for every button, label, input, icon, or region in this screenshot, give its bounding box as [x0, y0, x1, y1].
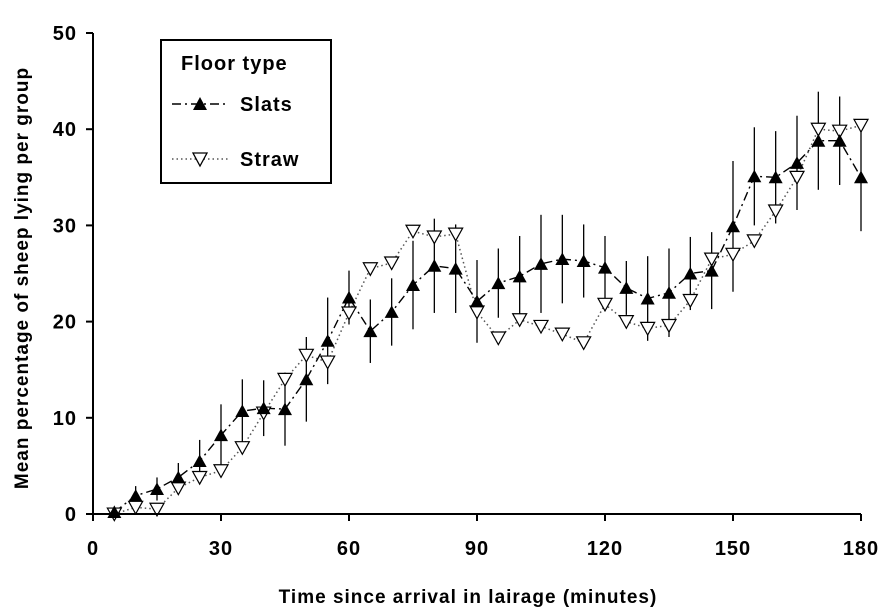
- legend-marker-slats: [193, 97, 207, 110]
- marker-slats-65: [363, 324, 378, 338]
- marker-straw-95: [490, 331, 507, 346]
- y-tick-label-10: 10: [53, 408, 77, 430]
- marker-slats-180: [854, 170, 868, 184]
- marker-straw-150: [724, 247, 742, 263]
- marker-slats-155: [747, 169, 762, 183]
- y-tick-label-50: 50: [53, 23, 77, 45]
- marker-slats-170: [811, 134, 826, 147]
- marker-slats-90: [470, 294, 484, 308]
- marker-straw-75: [404, 224, 422, 240]
- y-axis-title: Mean percentage of sheep lying per group: [12, 67, 33, 489]
- marker-slats-70: [384, 305, 399, 318]
- x-tick-label-120: 120: [587, 538, 623, 560]
- marker-straw-100: [511, 313, 528, 328]
- legend-marker-straw: [191, 152, 209, 168]
- x-tick-label-90: 90: [465, 538, 489, 560]
- marker-straw-180: [852, 118, 870, 134]
- marker-straw-30: [212, 464, 230, 479]
- marker-straw-145: [703, 252, 720, 267]
- series-line-straw: [114, 124, 862, 515]
- marker-straw-130: [639, 321, 656, 337]
- marker-straw-90: [468, 305, 486, 320]
- marker-slats-125: [619, 281, 634, 294]
- marker-straw-170: [810, 122, 827, 138]
- y-tick-label-20: 20: [53, 312, 77, 334]
- x-axis: 0 30 60 90 120 150 180: [87, 513, 879, 560]
- marker-straw-110: [554, 327, 571, 342]
- marker-slats-150: [726, 219, 740, 233]
- legend-label-slats: Slats: [240, 94, 293, 116]
- x-tick-label-60: 60: [337, 538, 361, 560]
- series-line-slats: [113, 139, 862, 513]
- y-tick-label-30: 30: [53, 215, 77, 237]
- marker-slats-55: [320, 334, 335, 347]
- marker-slats-75: [406, 278, 420, 291]
- marker-slats-10: [128, 489, 143, 502]
- marker-straw-50: [298, 348, 315, 364]
- marker-slats-15: [150, 482, 164, 495]
- marker-straw-80: [426, 230, 443, 245]
- legend: Floor type Slats Straw: [160, 39, 332, 184]
- marker-straw-120: [596, 297, 614, 313]
- legend-title: Floor type: [181, 53, 288, 75]
- marker-slats-105: [534, 257, 548, 270]
- marker-straw-165: [788, 170, 806, 186]
- marker-straw-155: [746, 234, 763, 249]
- marker-straw-140: [682, 293, 699, 309]
- legend-label-straw: Straw: [240, 149, 299, 171]
- marker-slats-110: [555, 252, 570, 266]
- marker-straw-175: [831, 124, 848, 140]
- marker-straw-160: [767, 204, 784, 219]
- marker-slats-140: [683, 266, 698, 280]
- x-tick-label-0: 0: [87, 538, 99, 560]
- marker-slats-135: [662, 286, 676, 299]
- y-axis: 0 10 20 30 40 50: [53, 23, 94, 526]
- marker-straw-65: [362, 262, 379, 277]
- marker-slats-60: [342, 290, 356, 304]
- marker-slats-80: [427, 259, 442, 272]
- marker-straw-60: [340, 306, 358, 321]
- marker-slats-145: [704, 263, 719, 277]
- marker-straw-125: [618, 315, 635, 330]
- marker-slats-130: [640, 291, 655, 305]
- marker-slats-40: [256, 401, 271, 415]
- legend-box: [160, 39, 332, 184]
- marker-slats-175: [832, 134, 847, 147]
- marker-straw-25: [191, 470, 208, 486]
- marker-straw-70: [383, 256, 400, 271]
- marker-slats-25: [192, 454, 207, 468]
- marker-straw-85: [447, 227, 464, 242]
- marker-slats-160: [768, 170, 783, 184]
- marker-straw-45: [276, 372, 294, 388]
- x-tick-label-30: 30: [209, 538, 233, 560]
- x-tick-label-150: 150: [715, 538, 751, 560]
- x-axis-title: Time since arrival in lairage (minutes): [279, 587, 658, 608]
- y-tick-label-40: 40: [53, 119, 77, 141]
- marker-slats-20: [171, 470, 186, 484]
- marker-straw-15: [148, 502, 166, 518]
- marker-slats-95: [491, 276, 506, 290]
- marker-slats-45: [278, 402, 292, 416]
- marker-slats-115: [576, 254, 591, 267]
- markers-layer: [106, 118, 870, 522]
- marker-slats-35: [235, 404, 250, 418]
- marker-straw-115: [575, 336, 592, 351]
- y-tick-label-0: 0: [65, 504, 77, 526]
- marker-slats-100: [512, 269, 527, 283]
- marker-straw-35: [234, 441, 251, 456]
- marker-slats-120: [598, 261, 612, 274]
- marker-slats-85: [448, 262, 463, 275]
- marker-straw-135: [660, 318, 678, 334]
- marker-slats-165: [790, 156, 804, 169]
- marker-straw-105: [532, 319, 550, 335]
- x-tick-label-180: 180: [843, 538, 879, 560]
- marker-slats-30: [214, 428, 228, 442]
- marker-straw-55: [319, 355, 336, 370]
- marker-slats-50: [299, 372, 314, 386]
- marker-straw-20: [170, 481, 187, 496]
